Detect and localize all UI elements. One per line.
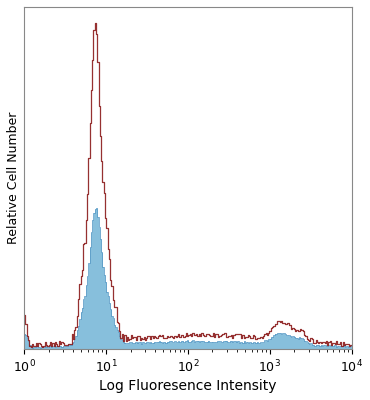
Y-axis label: Relative Cell Number: Relative Cell Number — [7, 112, 20, 244]
X-axis label: Log Fluoresence Intensity: Log Fluoresence Intensity — [99, 379, 277, 393]
